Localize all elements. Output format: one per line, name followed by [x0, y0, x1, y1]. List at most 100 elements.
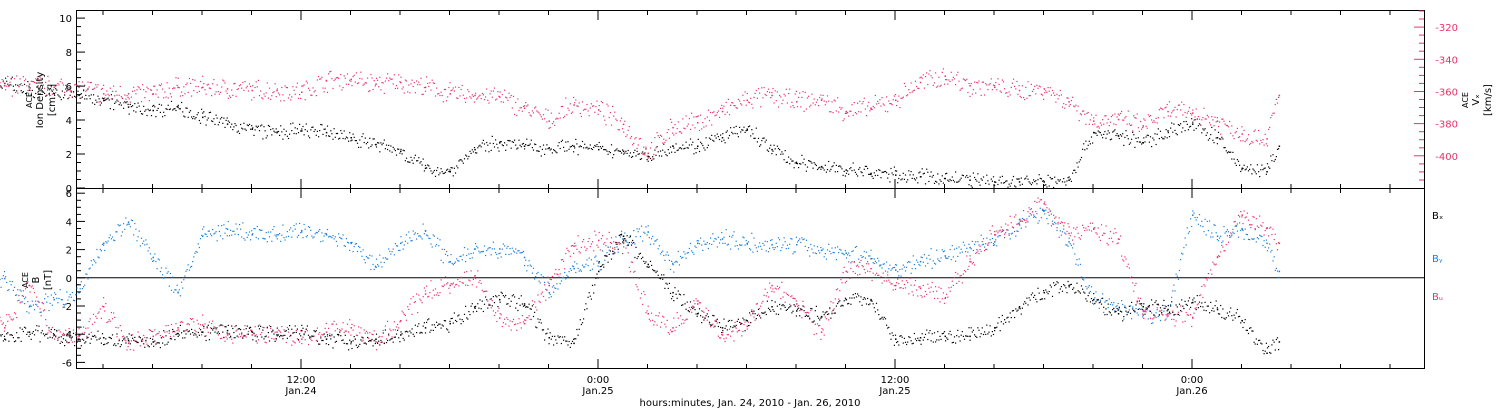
- vx-point: [151, 90, 152, 91]
- ion-density-point: [1115, 135, 1116, 136]
- bz-point: [16, 317, 17, 318]
- by-point: [288, 236, 289, 237]
- vx-point: [97, 84, 98, 85]
- vx-point: [1060, 90, 1061, 91]
- by-point: [1237, 223, 1238, 224]
- ion-density-point: [184, 116, 185, 117]
- ion-density-point: [419, 162, 420, 163]
- by-point: [1269, 244, 1270, 245]
- bz-point: [203, 328, 204, 329]
- vx-point: [725, 114, 726, 115]
- ion-density-point: [1262, 169, 1263, 170]
- vx-point: [880, 106, 881, 107]
- bz-point: [124, 339, 125, 340]
- ion-density-point: [926, 169, 927, 170]
- bz-point: [751, 309, 752, 310]
- by-point: [66, 291, 67, 292]
- vx-point: [565, 98, 566, 99]
- by-point: [637, 228, 638, 229]
- by-point: [229, 235, 230, 236]
- by-point: [219, 231, 220, 232]
- vx-point: [474, 102, 475, 103]
- vx-point: [1066, 97, 1067, 98]
- ion-density-point: [1024, 178, 1025, 179]
- ion-density-point: [997, 184, 998, 185]
- ion-density-point: [396, 155, 397, 156]
- by-point: [521, 252, 522, 253]
- vx-point: [726, 102, 727, 103]
- vx-point: [222, 80, 223, 81]
- vx-point: [662, 142, 663, 143]
- vx-point: [138, 86, 139, 87]
- ion-density-point: [512, 141, 513, 142]
- ion-density-point: [847, 170, 848, 171]
- by-point: [537, 272, 538, 273]
- ion-density-point: [152, 106, 153, 107]
- ion-density-point: [216, 115, 217, 116]
- ion-density-point: [1238, 161, 1239, 162]
- ion-density-point: [1147, 135, 1148, 136]
- ion-density-point: [650, 158, 651, 159]
- vx-point: [292, 86, 293, 87]
- ion-density-point: [699, 151, 700, 152]
- by-point: [517, 250, 518, 251]
- vx-point: [659, 137, 660, 138]
- by-point: [51, 294, 52, 295]
- by-point: [922, 257, 923, 258]
- ion-density-point: [229, 122, 230, 123]
- vx-point: [89, 86, 90, 87]
- bz-point: [234, 326, 235, 327]
- ion-density-point: [24, 84, 25, 85]
- by-point: [497, 258, 498, 259]
- by-point: [545, 289, 546, 290]
- vx-point: [946, 79, 947, 80]
- vx-point: [210, 88, 211, 89]
- ion-density-point: [1109, 132, 1110, 133]
- ion-density-point: [217, 118, 218, 119]
- by-point: [179, 289, 180, 290]
- by-point: [777, 246, 778, 247]
- bz-point: [251, 330, 252, 331]
- by-point: [414, 234, 415, 235]
- bz-point: [615, 243, 616, 244]
- bz-point: [174, 331, 175, 332]
- vx-point: [275, 83, 276, 84]
- ion-density-point: [60, 97, 61, 98]
- ion-density-point: [1089, 141, 1090, 142]
- by-point: [72, 292, 73, 293]
- bz-point: [269, 325, 270, 326]
- vx-point: [709, 120, 710, 121]
- vx-point: [1121, 111, 1122, 112]
- ion-density-point: [206, 125, 207, 126]
- ion-density-point: [1016, 178, 1017, 179]
- vx-point: [790, 106, 791, 107]
- ion-density-point: [143, 106, 144, 107]
- vx-point: [855, 112, 856, 113]
- ion-density-point: [890, 168, 891, 169]
- by-point: [195, 251, 196, 252]
- vx-point: [207, 84, 208, 85]
- vx-point: [828, 101, 829, 102]
- vx-point: [500, 92, 501, 93]
- bz-point: [43, 310, 44, 311]
- by-point: [684, 254, 685, 255]
- by-point: [592, 269, 593, 270]
- bz-point: [396, 326, 397, 327]
- vx-point: [434, 83, 435, 84]
- by-point: [765, 241, 766, 242]
- by-point: [368, 258, 369, 259]
- by-point: [466, 255, 467, 256]
- ion-density-point: [1066, 180, 1067, 181]
- by-point: [453, 264, 454, 265]
- by-point: [145, 239, 146, 240]
- ion-density-point: [1167, 137, 1168, 138]
- by-point: [1048, 223, 1049, 224]
- by-point: [276, 236, 277, 237]
- vx-point: [338, 78, 339, 79]
- vx-point: [103, 93, 105, 95]
- ion-density-point: [799, 163, 800, 164]
- vx-point: [1022, 85, 1023, 86]
- by-point: [993, 245, 994, 246]
- bz-point: [554, 273, 555, 274]
- ion-density-point: [99, 98, 100, 99]
